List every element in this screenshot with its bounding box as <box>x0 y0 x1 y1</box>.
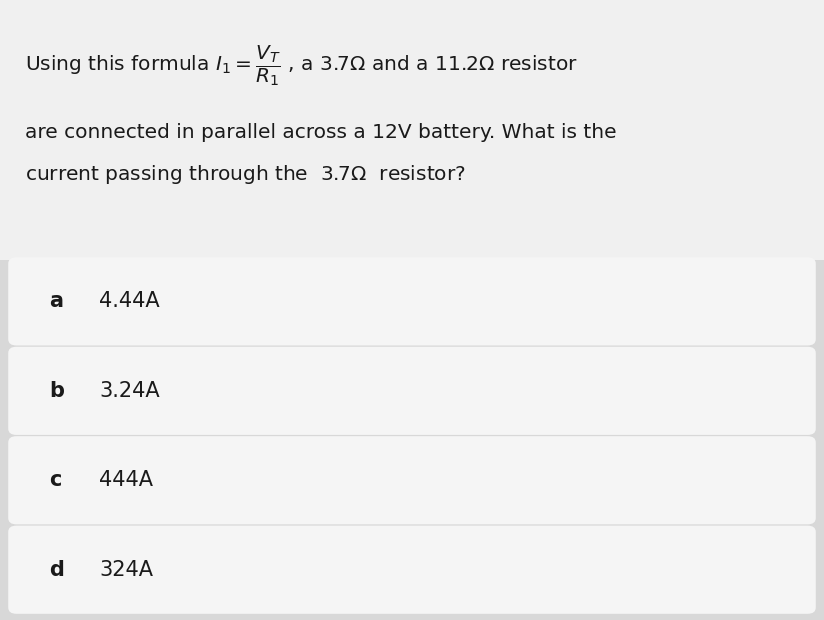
Text: 444A: 444A <box>99 470 153 490</box>
Text: c: c <box>49 470 62 490</box>
FancyBboxPatch shape <box>8 526 816 614</box>
Text: 3.24A: 3.24A <box>99 381 160 401</box>
Text: a: a <box>49 291 63 311</box>
FancyBboxPatch shape <box>0 0 824 260</box>
Text: 4.44A: 4.44A <box>99 291 160 311</box>
Text: are connected in parallel across a 12V battery. What is the: are connected in parallel across a 12V b… <box>25 123 616 141</box>
Text: d: d <box>49 560 64 580</box>
Text: b: b <box>49 381 64 401</box>
Text: 324A: 324A <box>99 560 153 580</box>
Text: Using this formula $I_1 = \dfrac{V_T}{R_1}$ , a 3.7$\Omega$ and a 11.2$\Omega$ r: Using this formula $I_1 = \dfrac{V_T}{R_… <box>25 43 578 87</box>
FancyBboxPatch shape <box>8 257 816 345</box>
FancyBboxPatch shape <box>8 347 816 435</box>
Text: current passing through the  3.7$\Omega$  resistor?: current passing through the 3.7$\Omega$ … <box>25 163 466 187</box>
FancyBboxPatch shape <box>8 436 816 525</box>
